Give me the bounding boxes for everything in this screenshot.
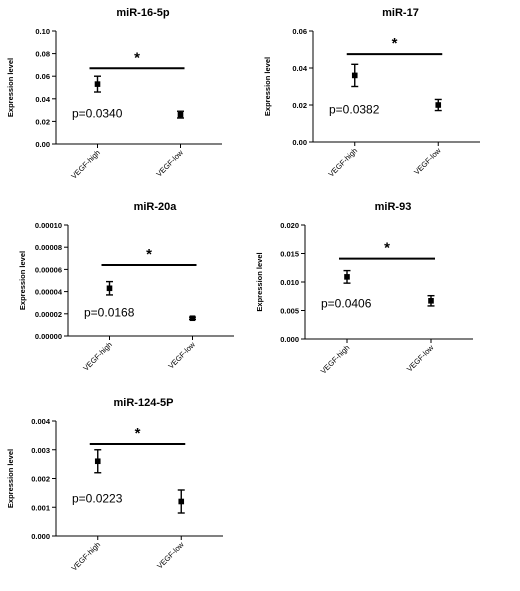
significance-star: * — [146, 246, 152, 263]
y-axis-label: Expression level — [263, 57, 272, 116]
y-tick-label: 0.00004 — [35, 288, 63, 297]
x-tick-label: VEGF-low — [154, 148, 185, 179]
y-tick-label: 0.004 — [31, 417, 51, 426]
data-point — [94, 81, 101, 87]
y-tick-label: 0.00008 — [35, 243, 62, 252]
x-tick-label: VEGF-high — [327, 146, 360, 179]
chart-title: miR-17 — [382, 7, 419, 19]
y-tick-label: 0.001 — [31, 503, 50, 512]
y-axis-label: Expression level — [6, 58, 15, 117]
y-axis-label: Expression level — [255, 252, 264, 311]
y-tick-label: 0.005 — [280, 307, 299, 316]
data-point — [351, 72, 358, 79]
significance-star: * — [392, 35, 398, 52]
y-tick-label: 0.02 — [35, 117, 50, 126]
x-tick-label: VEGF-high — [69, 148, 102, 181]
data-point — [94, 458, 101, 465]
y-tick-label: 0.08 — [35, 50, 50, 59]
y-tick-label: 0.002 — [31, 475, 50, 484]
y-tick-label: 0.06 — [292, 27, 307, 36]
p-value-label: p=0.0168 — [84, 306, 135, 320]
data-point — [435, 102, 442, 108]
data-point — [177, 111, 184, 118]
x-tick-label: VEGF-high — [81, 340, 114, 373]
significance-star: * — [384, 240, 390, 257]
y-tick-label: 0.003 — [31, 446, 50, 455]
x-tick-label: VEGF-low — [412, 146, 443, 177]
x-tick-label: VEGF-high — [319, 343, 352, 376]
chart-title: miR-93 — [375, 201, 412, 213]
p-value-label: p=0.0340 — [72, 106, 123, 120]
y-tick-label: 0.020 — [280, 221, 299, 230]
y-tick-label: 0.015 — [280, 250, 299, 259]
y-tick-label: 0.00006 — [35, 265, 62, 274]
y-tick-label: 0.06 — [35, 72, 50, 81]
chart-title: miR-124-5P — [114, 397, 174, 409]
y-axis-label: Expression level — [6, 449, 15, 508]
p-value-label: p=0.0406 — [321, 297, 372, 311]
data-point — [106, 285, 113, 292]
data-point — [189, 315, 196, 322]
y-axis-label: Expression level — [18, 251, 27, 310]
chart-title: miR-20a — [134, 201, 178, 213]
y-tick-label: 0.04 — [35, 95, 50, 104]
data-point — [178, 498, 185, 505]
y-tick-label: 0.04 — [292, 64, 307, 73]
y-tick-label: 0.00000 — [35, 332, 62, 341]
y-tick-label: 0.02 — [292, 101, 307, 110]
y-tick-label: 0.010 — [280, 278, 299, 287]
x-tick-label: VEGF-low — [155, 540, 186, 571]
significance-star: * — [134, 49, 140, 66]
y-tick-label: 0.10 — [35, 27, 50, 36]
x-tick-label: VEGF-high — [70, 540, 103, 573]
chart-title: miR-16-5p — [116, 7, 169, 19]
p-value-label: p=0.0223 — [72, 492, 123, 506]
data-point — [344, 274, 350, 280]
y-tick-label: 0.00 — [292, 138, 307, 147]
y-tick-label: 0.00010 — [35, 221, 62, 230]
x-tick-label: VEGF-low — [405, 343, 436, 374]
y-tick-label: 0.00002 — [35, 310, 62, 319]
y-tick-label: 0.000 — [280, 335, 299, 344]
x-tick-label: VEGF-low — [166, 340, 197, 371]
data-point — [428, 298, 434, 304]
significance-star: * — [135, 425, 141, 442]
y-tick-label: 0.00 — [35, 140, 50, 149]
y-tick-label: 0.000 — [31, 532, 50, 541]
p-value-label: p=0.0382 — [329, 103, 380, 117]
